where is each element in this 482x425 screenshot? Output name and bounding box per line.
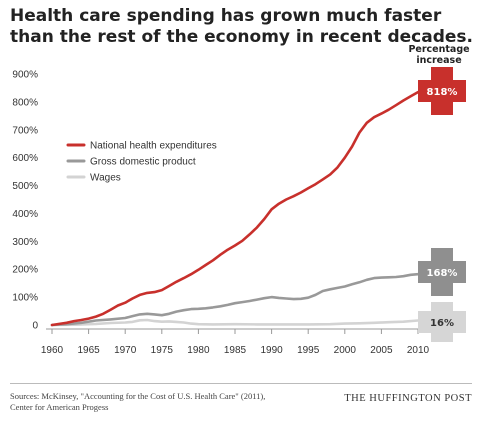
x-tick-label: 2010 (407, 345, 430, 356)
x-tick-label: 1975 (151, 345, 174, 356)
x-tick-label: 1990 (260, 345, 283, 356)
x-tick-label: 1960 (41, 345, 64, 356)
x-tick-label: 1995 (297, 345, 320, 356)
x-tick-label: 1965 (77, 345, 100, 356)
chart-title: Health care spending has grown much fast… (10, 6, 473, 47)
end-value-label: 818% (427, 87, 458, 98)
line-chart: 0 100% 200% 300% 400% 500% 600% 700% 800% 900% 196… (12, 67, 466, 356)
percentage-cross-badge (418, 248, 466, 296)
series-line-national-health-expenditures (50, 90, 420, 327)
percentage-increase-header: Percentage increase (408, 44, 470, 66)
sources-line-1: Sources: McKinsey, "Accounting for the C… (10, 391, 266, 401)
x-tick-label: 1985 (224, 345, 247, 356)
y-tick-label: 0 (32, 321, 38, 332)
y-tick-label: 400% (12, 209, 38, 220)
y-tick-label: 300% (12, 237, 38, 248)
y-tick-label: 600% (12, 153, 38, 164)
footer-divider (10, 383, 472, 384)
x-tick-label: 2000 (334, 345, 357, 356)
percentage-cross-badge (418, 302, 466, 342)
y-tick-label: 100% (12, 293, 38, 304)
end-value-label: 168% (427, 268, 458, 279)
sources-line-2: Center for American Progess (10, 402, 109, 412)
series-line-wages (50, 318, 420, 327)
sources-note: Sources: McKinsey, "Accounting for the C… (10, 391, 300, 413)
percentage-cross-badge (418, 67, 466, 115)
end-value-label: 16% (430, 318, 454, 329)
huffington-post-logo: THE HUFFINGTON POST (344, 393, 472, 404)
legend-label: Wages (90, 173, 121, 184)
series-line-gross-domestic-product (50, 272, 420, 327)
y-tick-label: 200% (12, 265, 38, 276)
y-tick-label: 700% (12, 125, 38, 136)
y-tick-label: 800% (12, 97, 38, 108)
legend-label: National health expenditures (90, 141, 217, 152)
x-tick-label: 2005 (370, 345, 393, 356)
legend-label: Gross domestic product (90, 157, 196, 168)
x-tick-label: 1970 (114, 345, 137, 356)
y-tick-label: 900% (12, 70, 38, 81)
y-tick-label: 500% (12, 181, 38, 192)
x-tick-label: 1980 (187, 345, 210, 356)
